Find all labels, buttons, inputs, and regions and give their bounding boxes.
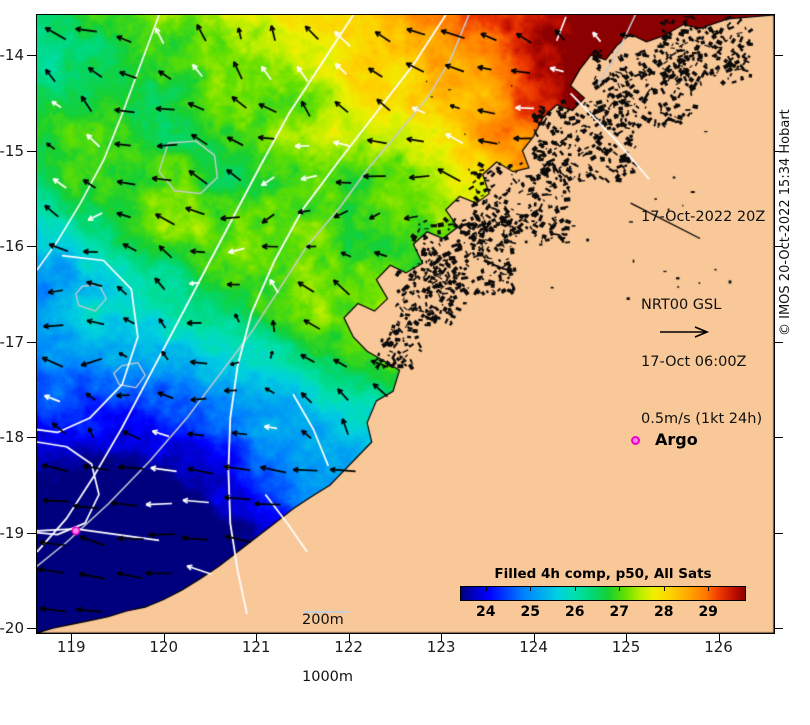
argo-marker-icon <box>631 436 640 445</box>
xtick-mark <box>626 633 628 642</box>
xtick-mark <box>163 633 165 642</box>
ytick-mark <box>27 150 36 152</box>
ytick-label: -19 <box>0 523 24 542</box>
ytick-mark <box>27 532 36 534</box>
xtick-mark <box>71 633 73 642</box>
ytick-label: -15 <box>0 141 24 160</box>
sst-heatmap-canvas[interactable] <box>37 15 774 633</box>
xtick-label: 124 <box>519 638 548 656</box>
ytick-mark <box>27 246 36 248</box>
xtick-label: 123 <box>426 638 456 656</box>
colorbar-tick-mark <box>619 586 621 591</box>
colorbar-tick-label: 24 <box>476 604 496 620</box>
xtick-label: 126 <box>704 638 733 656</box>
ytick-label: -17 <box>0 332 24 351</box>
ytick-mark <box>27 628 36 630</box>
xtick-mark <box>533 633 535 642</box>
sst-timestamp-annotation: 17-Oct-2022 20Z <box>641 209 766 225</box>
colorbar-title: Filled 4h comp, p50, All Sats <box>494 566 712 582</box>
copyright-credit: © IMOS 20-Oct-2022 15:34 Hobart <box>778 109 793 336</box>
ytick-mark <box>774 246 783 248</box>
ytick-mark <box>774 437 783 439</box>
ytick-label: -18 <box>0 428 24 447</box>
current-legend-line-2: 17-Oct 06:00Z <box>641 354 747 370</box>
xtick-label: 121 <box>241 638 271 656</box>
xtick-mark <box>256 633 258 642</box>
colorbar-tick-mark <box>708 586 710 591</box>
colorbar-tick-mark <box>574 586 576 591</box>
xtick-mark <box>348 633 350 642</box>
colorbar-tick-label: 29 <box>698 604 718 620</box>
ytick-mark <box>774 628 783 630</box>
sst-map-figure: 17-Oct-2022 20Z NRT00 GSL 17-Oct 06:00Z … <box>0 14 793 685</box>
colorbar-tick-label: 28 <box>653 604 674 620</box>
colorbar-gradient <box>460 586 746 601</box>
ytick-mark <box>774 532 783 534</box>
xtick-mark <box>718 633 720 642</box>
colorbar-tick-label: 26 <box>565 604 585 620</box>
colorbar-tick-mark <box>485 586 487 591</box>
colorbar-tick-mark <box>663 586 665 591</box>
xtick-mark <box>441 633 443 642</box>
map-plot-area[interactable] <box>36 14 775 634</box>
reference-arrow-right-icon <box>660 326 710 338</box>
bathymetry-label-1000m: 1000m <box>302 669 354 685</box>
xtick-label: 125 <box>611 638 641 656</box>
current-legend-line-1: NRT00 GSL <box>641 297 722 313</box>
ytick-label: -14 <box>0 46 24 65</box>
argo-legend-label: Argo <box>655 430 698 449</box>
ytick-mark <box>774 341 783 343</box>
colorbar-tick-label: 27 <box>609 604 629 620</box>
ytick-mark <box>774 55 783 57</box>
ytick-mark <box>27 55 36 57</box>
colorbar-tick-label: 25 <box>520 604 541 620</box>
xtick-label: 120 <box>149 638 178 656</box>
ytick-mark <box>27 341 36 343</box>
current-legend-line-3: 0.5m/s (1kt 24h) <box>641 411 763 427</box>
ytick-mark <box>27 437 36 439</box>
colorbar-tick-mark <box>530 586 532 591</box>
ytick-mark <box>774 150 783 152</box>
ytick-label: -16 <box>0 237 24 256</box>
xtick-label: 119 <box>56 638 86 656</box>
ytick-label: -20 <box>0 619 24 638</box>
xtick-label: 122 <box>334 638 363 656</box>
bathymetry-label-200m: 200m <box>302 612 344 628</box>
bathymetry-sample-line <box>303 611 349 613</box>
current-vector-legend: NRT00 GSL 17-Oct 06:00Z 0.5m/s (1kt 24h) <box>641 258 762 467</box>
